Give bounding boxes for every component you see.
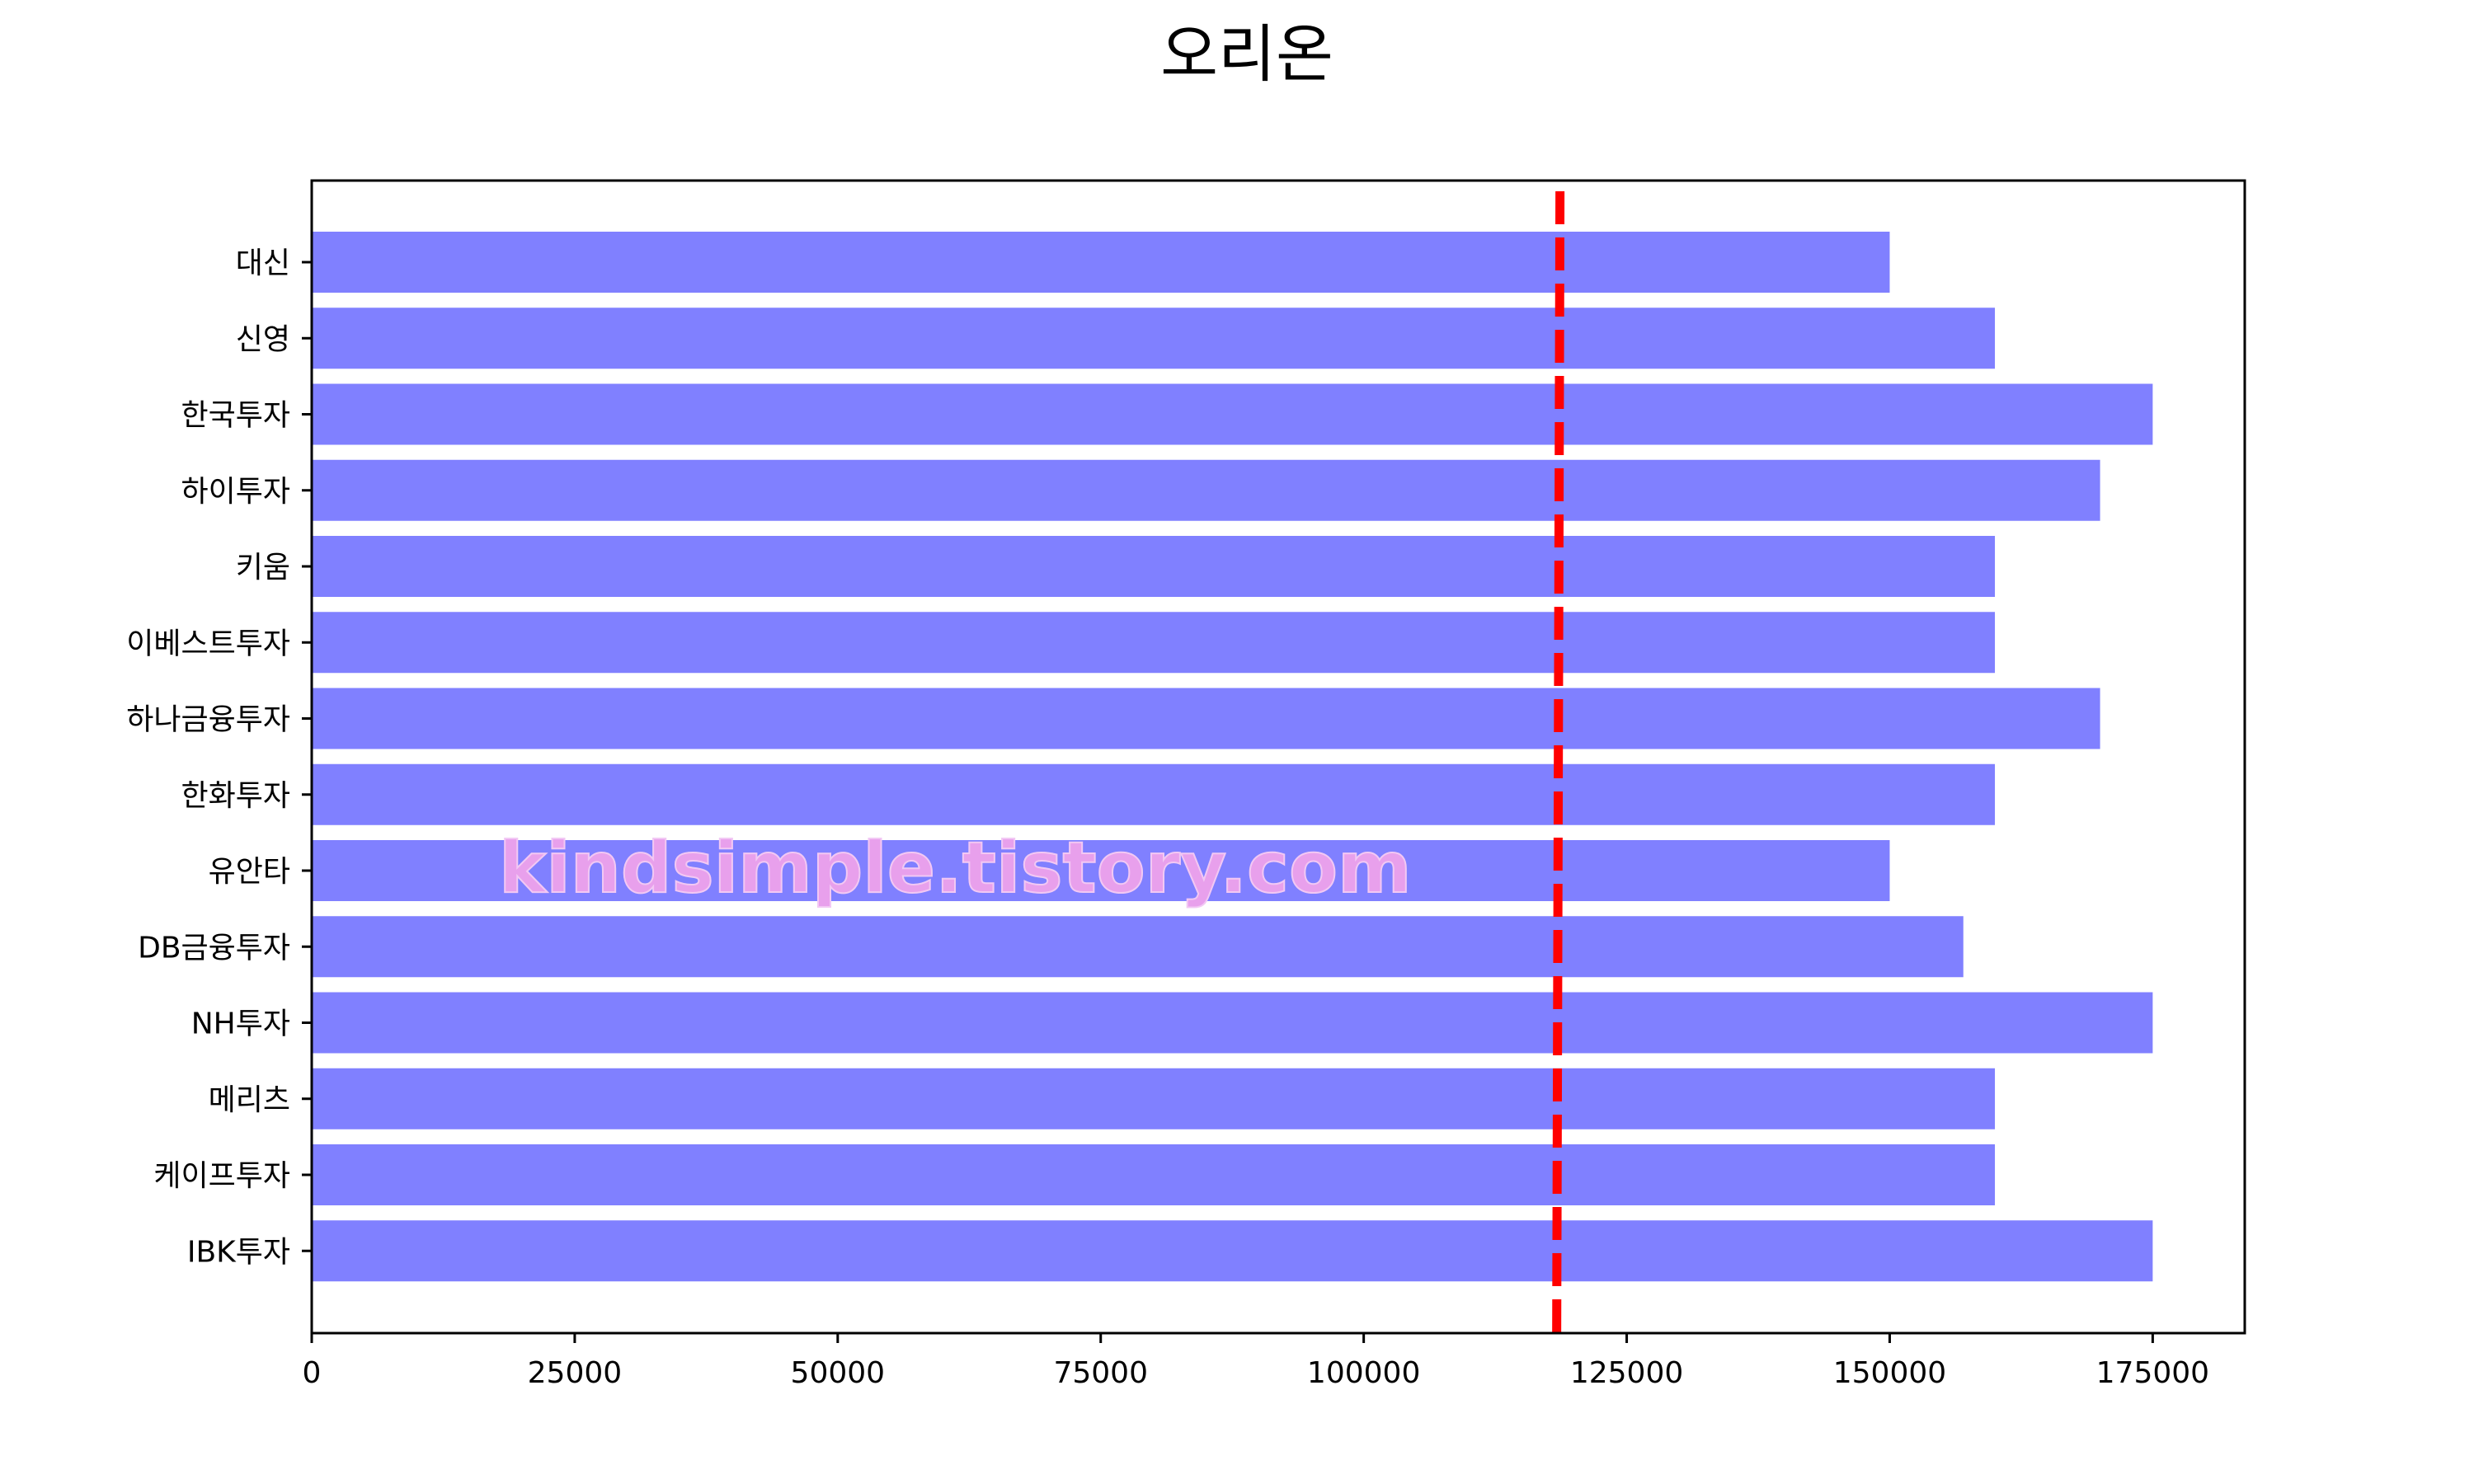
y-tick-label: 신영 (236, 322, 290, 356)
y-tick-label: 하이투자 (181, 475, 290, 509)
bars-layer (312, 232, 2153, 1282)
reference-line (1552, 190, 1565, 1336)
bar-13 (312, 1220, 2153, 1282)
y-tick-label: 대신 (236, 247, 290, 280)
chart-title: 오리온 (1160, 17, 1333, 91)
bar-2 (312, 383, 2153, 445)
x-tick-label: 25000 (528, 1356, 623, 1390)
y-tick-label: 유안타 (209, 855, 290, 889)
plot-frame (310, 179, 2246, 1335)
y-tick-label: DB금융투자 (138, 931, 290, 965)
bar-4 (312, 536, 1996, 597)
x-tick-label: 175000 (2096, 1356, 2209, 1390)
bar-12 (312, 1144, 1996, 1205)
y-tick-label: 하나금융투자 (126, 703, 290, 737)
bar-8 (312, 840, 1890, 901)
x-tick-label: 100000 (1307, 1356, 1420, 1390)
x-axis: 0 25000 50000 75000 100000 125000 150000 175000 (303, 1333, 2209, 1390)
bar-1 (312, 308, 1996, 369)
y-tick-label: 이베스트투자 (126, 627, 290, 660)
y-tick-label: 메리츠 (209, 1083, 290, 1117)
bar-6 (312, 688, 2100, 749)
bar-0 (312, 232, 1890, 293)
bar-11 (312, 1068, 1996, 1129)
bar-9 (312, 916, 1964, 978)
y-tick-label: IBK투자 (187, 1235, 290, 1269)
bar-7 (312, 763, 1996, 825)
watermark-text: kindsimple.tistory.com (499, 827, 1412, 909)
y-tick-label: 키움 (236, 551, 290, 585)
x-tick-label: 150000 (1833, 1356, 1946, 1390)
x-tick-label: 125000 (1570, 1356, 1683, 1390)
y-tick-label: 케이프투자 (153, 1159, 290, 1193)
x-tick-label: 50000 (791, 1356, 886, 1390)
bar-10 (312, 992, 2153, 1054)
bar-3 (312, 459, 2100, 521)
x-tick-label: 0 (303, 1356, 322, 1390)
reference-line-layer (1552, 190, 1565, 1336)
bar-5 (312, 612, 1996, 674)
y-tick-label: 한국투자 (181, 399, 290, 433)
y-tick-label: NH투자 (191, 1007, 290, 1041)
y-tick-label: 한화투자 (181, 779, 290, 813)
x-tick-label: 75000 (1053, 1356, 1148, 1390)
